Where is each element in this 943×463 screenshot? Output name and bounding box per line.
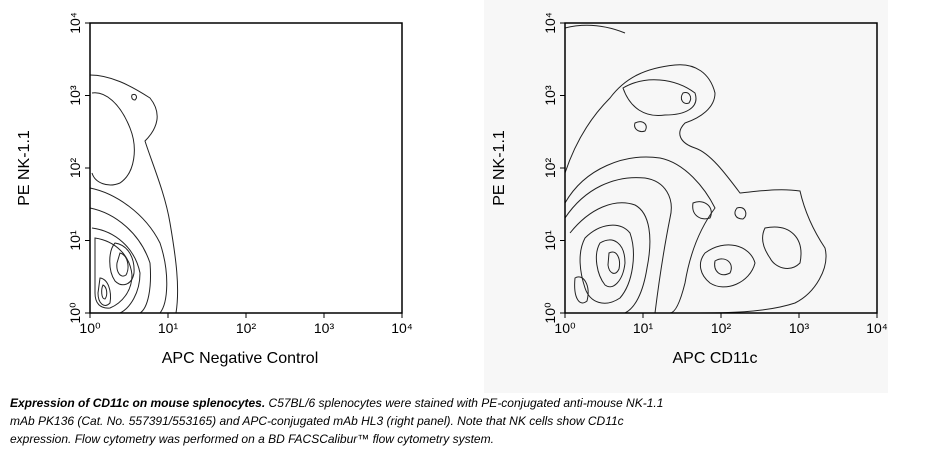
x-tick-label: 10⁴ [866, 320, 888, 336]
caption-line: expression. Flow cytometry was performed… [10, 432, 494, 446]
x-axis-label: APC CD11c [672, 350, 757, 367]
x-tick-label: 10³ [789, 320, 810, 336]
y-tick-label: 10¹ [67, 230, 83, 251]
panel-background [484, 0, 888, 393]
x-tick-label: 10⁰ [79, 320, 101, 336]
y-axis-label: PE NK-1.1 [16, 130, 33, 206]
y-tick-label: 10¹ [542, 230, 558, 251]
x-tick-label: 10² [236, 320, 257, 336]
figure: 10⁰ 10¹ 10² 10³ 10⁴ 10⁰ 10¹ 10² 10³ 10⁴ APC Negati… [16, 0, 888, 393]
y-tick-label: 10⁰ [67, 302, 83, 324]
plot-frame [89, 22, 403, 314]
x-axis-label: APC Negative Control [162, 350, 319, 367]
y-tick-label: 10³ [67, 85, 83, 106]
y-tick-label: 10⁴ [67, 12, 83, 34]
y-tick-label: 10⁰ [542, 302, 558, 324]
caption: Expression of CD11c on mouse splenocytes… [10, 394, 663, 448]
x-tick-label: 10⁰ [554, 320, 576, 336]
caption-title: Expression of CD11c on mouse splenocytes… [10, 396, 266, 410]
y-axis-label: PE NK-1.1 [491, 130, 508, 206]
x-tick-label: 10² [711, 320, 732, 336]
x-tick-label: 10¹ [633, 320, 654, 336]
x-tick-label: 10¹ [158, 320, 179, 336]
caption-line: mAb PK136 (Cat. No. 557391/553165) and A… [10, 414, 624, 428]
y-tick-label: 10⁴ [542, 12, 558, 34]
y-tick-label: 10³ [542, 85, 558, 106]
y-tick-label: 10² [542, 158, 558, 179]
contour-right [564, 24, 827, 314]
y-tick-label: 10² [67, 158, 83, 179]
x-tick-label: 10⁴ [391, 320, 413, 336]
x-tick-label: 10³ [314, 320, 335, 336]
contour-left [89, 74, 179, 314]
caption-line: C57BL/6 splenocytes were stained with PE… [265, 396, 664, 410]
